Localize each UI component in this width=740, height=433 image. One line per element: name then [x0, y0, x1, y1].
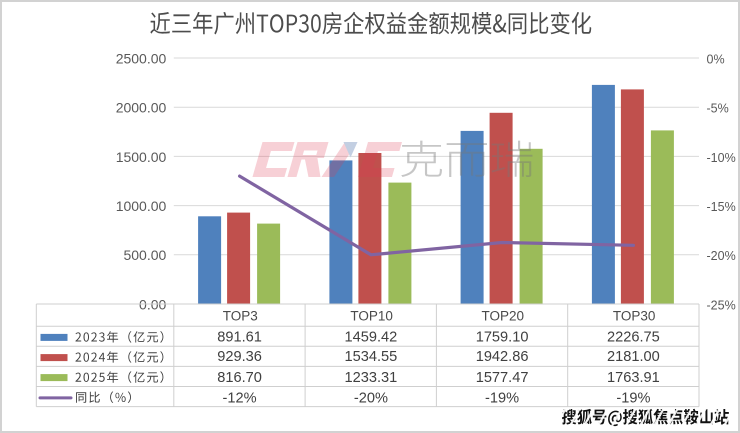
svg-text:1459.42: 1459.42 [345, 329, 398, 345]
svg-text:1000.00: 1000.00 [116, 198, 167, 214]
svg-text:500.00: 500.00 [123, 247, 166, 263]
svg-text:-5%: -5% [707, 102, 729, 116]
svg-text:TOP3: TOP3 [223, 308, 258, 323]
svg-text:816.70: 816.70 [217, 370, 262, 386]
svg-text:-15%: -15% [707, 200, 736, 214]
svg-text:-19%: -19% [616, 390, 650, 406]
svg-text:TOP30: TOP30 [613, 308, 656, 323]
svg-text:-12%: -12% [223, 390, 257, 406]
svg-text:0%: 0% [707, 52, 725, 66]
svg-text:TOP10: TOP10 [350, 308, 393, 323]
svg-text:1233.31: 1233.31 [345, 370, 398, 386]
svg-text:-10%: -10% [707, 151, 736, 165]
svg-text:1534.55: 1534.55 [345, 349, 398, 365]
svg-text:929.36: 929.36 [217, 349, 262, 365]
svg-text:1759.10: 1759.10 [476, 329, 529, 345]
svg-text:1500.00: 1500.00 [116, 149, 167, 165]
svg-text:-20%: -20% [354, 390, 388, 406]
svg-text:-19%: -19% [485, 390, 519, 406]
svg-text:1942.86: 1942.86 [476, 349, 529, 365]
svg-text:-20%: -20% [707, 249, 736, 263]
svg-text:2500.00: 2500.00 [116, 50, 167, 66]
svg-text:1763.91: 1763.91 [607, 370, 660, 386]
svg-text:891.61: 891.61 [217, 329, 262, 345]
svg-text:2000.00: 2000.00 [116, 100, 167, 116]
svg-text:1577.47: 1577.47 [476, 370, 529, 386]
svg-text:2226.75: 2226.75 [607, 329, 660, 345]
svg-text:TOP20: TOP20 [482, 308, 525, 323]
svg-text:2181.00: 2181.00 [607, 349, 660, 365]
svg-text:-25%: -25% [707, 298, 736, 312]
